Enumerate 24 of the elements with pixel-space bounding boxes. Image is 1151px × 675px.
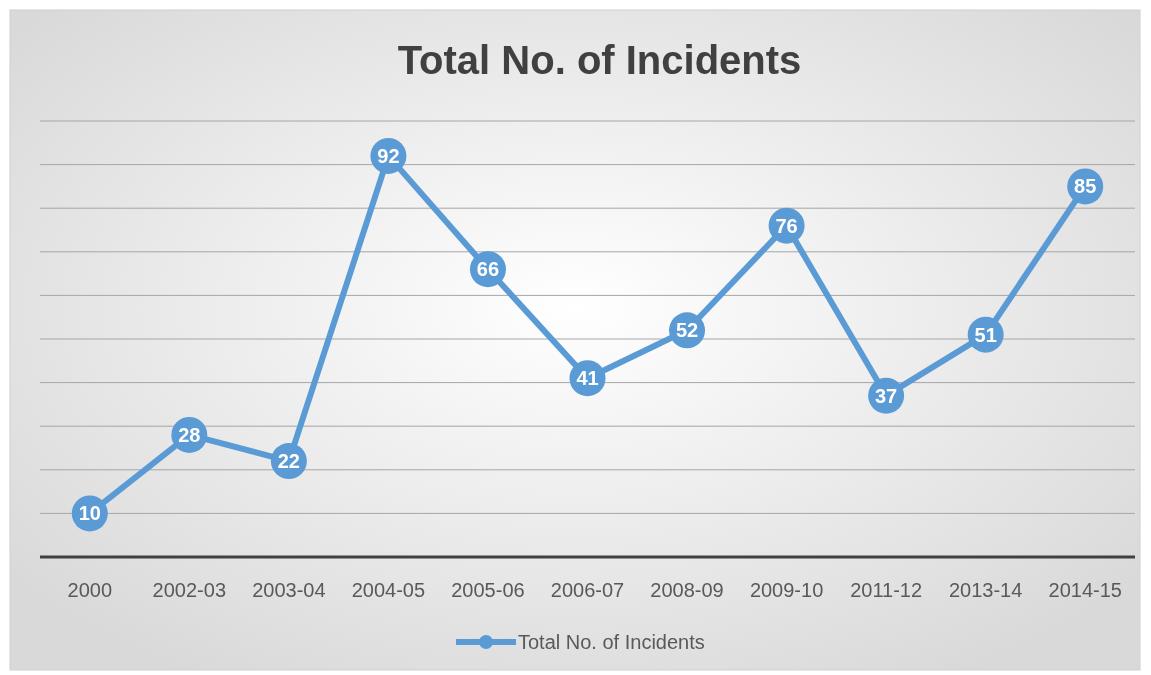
- x-tick-label: 2005-06: [451, 579, 525, 601]
- data-label: 85: [1074, 175, 1097, 198]
- data-label: 76: [775, 214, 798, 237]
- data-label: 28: [178, 423, 201, 446]
- x-tick-label: 2004-05: [351, 579, 426, 601]
- data-label: 92: [377, 144, 400, 167]
- x-tick-label: 2011-12: [850, 579, 923, 601]
- x-tick-label: 2009-10: [749, 579, 824, 601]
- chart-title: Total No. of Incidents: [397, 38, 802, 82]
- x-tick-label: 2008-09: [650, 579, 724, 601]
- x-tick-label: 2006-07: [550, 579, 625, 601]
- x-tick-label: 2003-04: [252, 579, 326, 601]
- data-label: 10: [78, 502, 101, 525]
- x-tick-label: 2000: [67, 579, 113, 601]
- x-tick-label: 2014-15: [1048, 579, 1122, 601]
- data-label: 22: [277, 450, 300, 473]
- data-label: 52: [675, 319, 699, 342]
- data-label: 66: [476, 258, 500, 281]
- data-label: 51: [974, 323, 997, 346]
- data-label: 37: [875, 384, 898, 407]
- data-label: 41: [576, 367, 599, 390]
- x-tick-label: 2002-03: [152, 579, 227, 601]
- legend-label: Total No. of Incidents: [518, 631, 705, 653]
- x-tick-label: 2013-14: [948, 579, 1023, 601]
